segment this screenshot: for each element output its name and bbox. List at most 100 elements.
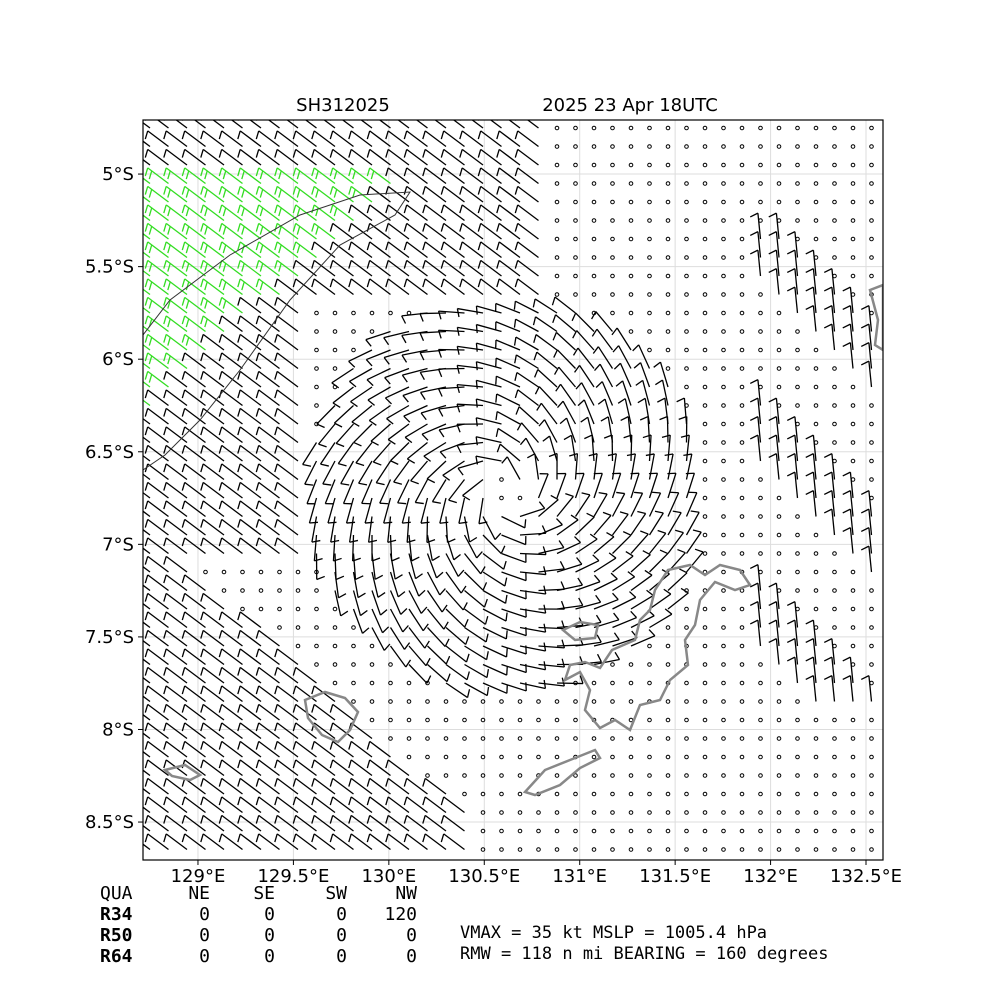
barb-tick bbox=[423, 112, 425, 120]
calm-dot bbox=[722, 737, 726, 741]
barb-tick bbox=[275, 334, 277, 342]
table-cell: 0 bbox=[264, 904, 275, 925]
barb-tick bbox=[164, 408, 166, 416]
barb-tick bbox=[628, 572, 635, 577]
barb-tick bbox=[145, 408, 147, 416]
barb-tick bbox=[186, 171, 188, 179]
barb-tick bbox=[787, 417, 795, 421]
barb-tick bbox=[312, 186, 314, 194]
calm-dot bbox=[685, 774, 689, 778]
barb-tick bbox=[256, 371, 258, 379]
calm-dot bbox=[315, 385, 319, 389]
barb-tick bbox=[404, 797, 406, 805]
barb-tick bbox=[646, 454, 654, 455]
calm-dot bbox=[296, 570, 300, 574]
calm-dot bbox=[796, 848, 800, 852]
barb-staff bbox=[476, 362, 501, 369]
barb-tick bbox=[256, 464, 258, 472]
calm-dot bbox=[851, 274, 855, 278]
table-cell: 0 bbox=[406, 925, 417, 946]
barb-tick bbox=[478, 186, 480, 194]
calm-dot bbox=[777, 737, 781, 741]
calm-dot bbox=[740, 718, 744, 722]
barb-tick bbox=[843, 287, 851, 291]
barb-tick bbox=[145, 778, 147, 786]
barb-tick bbox=[349, 223, 351, 231]
barb-tick bbox=[256, 390, 258, 398]
calm-dot bbox=[592, 145, 596, 149]
barb-staff bbox=[425, 778, 446, 794]
calm-dot bbox=[333, 681, 337, 685]
barb-tick bbox=[423, 279, 425, 287]
barb-tick bbox=[201, 501, 203, 509]
calm-dot bbox=[296, 607, 300, 611]
barb-tick bbox=[843, 324, 851, 328]
calm-dot bbox=[796, 552, 800, 556]
calm-dot bbox=[759, 163, 763, 167]
barb-tick bbox=[843, 509, 851, 513]
calm-dot bbox=[703, 367, 707, 371]
calm-dot bbox=[555, 293, 559, 297]
calm-dot bbox=[703, 145, 707, 149]
barb-tick bbox=[439, 369, 442, 377]
barb-tick bbox=[297, 171, 299, 179]
barb-staff bbox=[352, 406, 372, 422]
calm-dot bbox=[685, 330, 689, 334]
barb-tick bbox=[127, 186, 129, 194]
barb-tick bbox=[201, 649, 203, 657]
barb-tick bbox=[750, 565, 758, 569]
barb-tick bbox=[168, 263, 170, 271]
barb-tick bbox=[168, 189, 170, 197]
barb-tick bbox=[598, 654, 602, 662]
barb-tick bbox=[369, 421, 376, 426]
barb-tick bbox=[515, 131, 517, 139]
calm-dot bbox=[574, 200, 578, 204]
calm-dot bbox=[814, 404, 818, 408]
barb-tick bbox=[201, 390, 203, 398]
barb-tick bbox=[164, 797, 166, 805]
barb-tick bbox=[164, 519, 166, 527]
calm-dot bbox=[777, 552, 781, 556]
calm-dot bbox=[777, 533, 781, 537]
barb-tick bbox=[131, 337, 133, 345]
barb-tick bbox=[316, 226, 318, 234]
calm-dot bbox=[833, 237, 837, 241]
barb-tick bbox=[367, 186, 369, 194]
barb-tick bbox=[423, 260, 425, 268]
barb-tick bbox=[421, 522, 429, 523]
x-tick-label: 129.5°E bbox=[257, 866, 329, 887]
barb-tick bbox=[677, 398, 685, 402]
barb-tick bbox=[186, 189, 188, 197]
barb-tick bbox=[750, 435, 758, 439]
barb-staff bbox=[515, 301, 538, 313]
barb-tick bbox=[349, 186, 351, 194]
barb-tick bbox=[145, 667, 147, 675]
calm-dot bbox=[796, 367, 800, 371]
calm-dot bbox=[629, 700, 633, 704]
calm-dot bbox=[777, 755, 781, 759]
calm-dot bbox=[241, 607, 245, 611]
calm-dot bbox=[833, 256, 837, 260]
calm-dot bbox=[537, 829, 541, 833]
barb-tick bbox=[349, 797, 351, 805]
barb-tick bbox=[664, 589, 671, 594]
barb-tick bbox=[312, 741, 314, 749]
calm-dot bbox=[851, 755, 855, 759]
barb-tick bbox=[238, 501, 240, 509]
barb-staff bbox=[427, 517, 428, 543]
calm-dot bbox=[833, 552, 837, 556]
calm-dot bbox=[851, 163, 855, 167]
calm-dot bbox=[851, 718, 855, 722]
calm-dot bbox=[740, 496, 744, 500]
calm-dot bbox=[352, 330, 356, 334]
calm-dot bbox=[722, 126, 726, 130]
barb-tick bbox=[402, 375, 407, 382]
barb-tick bbox=[806, 454, 814, 458]
barb-tick bbox=[349, 168, 351, 176]
barb-tick bbox=[201, 131, 203, 139]
calm-dot bbox=[833, 145, 837, 149]
barb-staff bbox=[496, 304, 520, 313]
calm-dot bbox=[666, 126, 670, 130]
barb-tick bbox=[164, 334, 166, 342]
barb-tick bbox=[219, 186, 221, 194]
